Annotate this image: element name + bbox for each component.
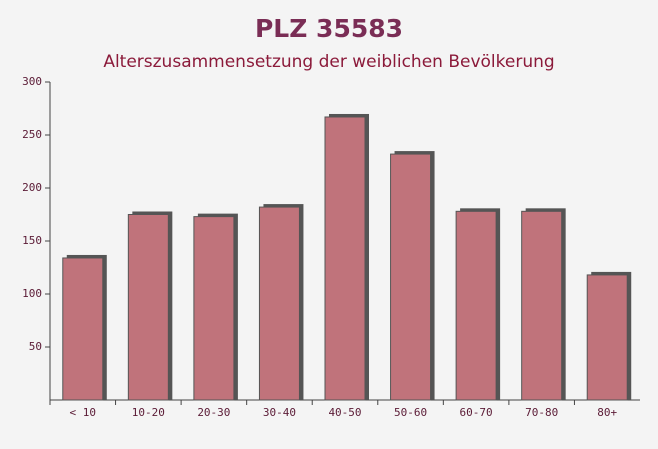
bar: [455, 210, 497, 401]
bar: [324, 116, 366, 401]
bar: [62, 257, 104, 401]
chart-subtitle: Alterszusammensetzung der weiblichen Bev…: [103, 52, 554, 72]
y-tick-label: 150: [22, 234, 42, 247]
bar: [258, 206, 300, 401]
y-tick-label: 250: [22, 128, 42, 141]
y-tick-label: 300: [22, 75, 42, 88]
bar: [390, 153, 432, 401]
y-tick-label: 200: [22, 181, 42, 194]
bar: [127, 214, 169, 401]
x-tick-label: < 10: [70, 406, 97, 419]
x-tick-label: 10-20: [132, 406, 165, 419]
x-tick-label: 80+: [597, 406, 617, 419]
x-tick-label: 20-30: [197, 406, 230, 419]
y-tick-label: 50: [29, 340, 42, 353]
chart-title: PLZ 35583: [255, 14, 403, 43]
bar: [193, 216, 235, 401]
x-tick-label: 70-80: [525, 406, 558, 419]
bar: [586, 274, 628, 401]
x-tick-label: 50-60: [394, 406, 427, 419]
x-tick-label: 30-40: [263, 406, 296, 419]
x-tick-label: 60-70: [460, 406, 493, 419]
y-tick-label: 100: [22, 287, 42, 300]
x-tick-label: 40-50: [328, 406, 361, 419]
bar: [521, 210, 563, 401]
